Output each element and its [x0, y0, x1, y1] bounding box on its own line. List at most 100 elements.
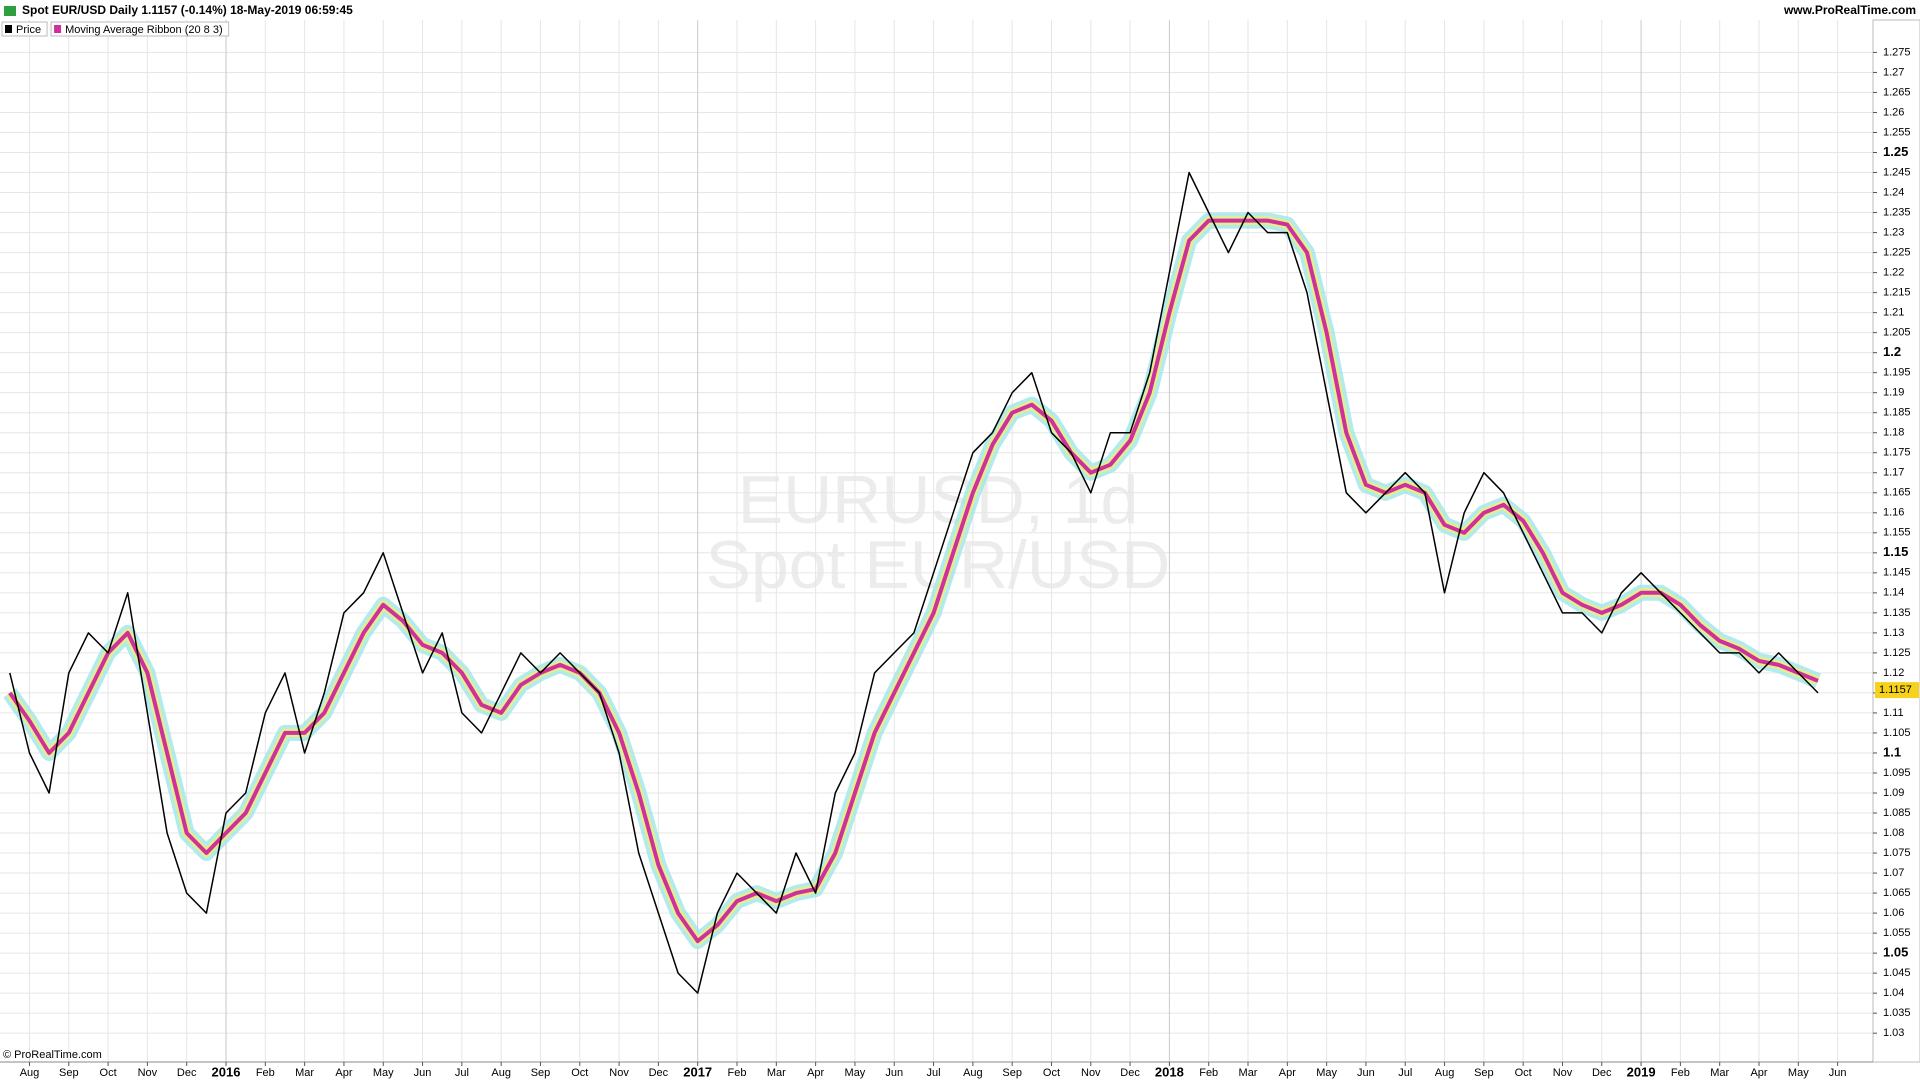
x-tick-label: Dec [1592, 1067, 1612, 1079]
x-tick-label: Nov [1081, 1067, 1101, 1079]
x-tick-label: Sep [1002, 1067, 1022, 1079]
header-title: Spot EUR/USD Daily 1.1157 (-0.14%) 18-Ma… [22, 3, 353, 17]
x-tick-label: Mar [295, 1067, 314, 1079]
x-tick-label: Aug [491, 1067, 511, 1079]
x-tick-label: Oct [100, 1067, 117, 1079]
x-tick-label: Apr [807, 1067, 824, 1079]
watermark-1: EURUSD, 1d [738, 462, 1139, 538]
y-tick-label: 1.065 [1883, 887, 1911, 899]
x-tick-label: Mar [1710, 1067, 1729, 1079]
x-tick-label: 2016 [212, 1064, 241, 1079]
app-icon [4, 6, 16, 16]
x-tick-label: 2017 [683, 1064, 712, 1079]
y-tick-label: 1.205 [1883, 327, 1911, 339]
header-site: www.ProRealTime.com [1783, 3, 1916, 17]
y-tick-label: 1.055 [1883, 927, 1911, 939]
y-tick-label: 1.125 [1883, 647, 1911, 659]
last-price-label: 1.1157 [1879, 684, 1912, 696]
legend-box [1, 21, 48, 37]
plot-area [0, 20, 1873, 1062]
legend-entry: Moving Average Ribbon (20 8 3) [65, 24, 223, 36]
y-tick-label: 1.04 [1883, 987, 1904, 999]
x-tick-label: Aug [963, 1067, 983, 1079]
x-tick-label: Jul [455, 1067, 469, 1079]
y-tick-label: 1.2 [1883, 344, 1901, 359]
y-tick-label: 1.27 [1883, 66, 1904, 78]
y-tick-label: 1.235 [1883, 206, 1911, 218]
y-tick-label: 1.22 [1883, 267, 1904, 279]
y-tick-label: 1.18 [1883, 427, 1904, 439]
y-tick-label: 1.11 [1883, 707, 1904, 719]
y-tick-label: 1.06 [1883, 907, 1904, 919]
x-tick-label: Jul [1398, 1067, 1412, 1079]
y-tick-label: 1.105 [1883, 727, 1911, 739]
y-tick-label: 1.255 [1883, 126, 1911, 138]
y-tick-label: 1.035 [1883, 1007, 1911, 1019]
y-tick-label: 1.23 [1883, 226, 1904, 238]
x-tick-label: Oct [1043, 1067, 1060, 1079]
y-tick-label: 1.25 [1883, 144, 1908, 159]
x-tick-label: Sep [531, 1067, 551, 1079]
x-tick-label: Feb [256, 1067, 275, 1079]
x-tick-label: Dec [1120, 1067, 1140, 1079]
y-tick-label: 1.07 [1883, 867, 1904, 879]
x-tick-label: Apr [1750, 1067, 1767, 1079]
legend-entry: Price [16, 24, 41, 36]
y-tick-label: 1.26 [1883, 106, 1904, 118]
y-tick-label: 1.245 [1883, 166, 1911, 178]
last-price-box [1875, 682, 1919, 699]
x-tick-label: Nov [138, 1067, 158, 1079]
y-tick-label: 1.135 [1883, 607, 1911, 619]
x-tick-label: Feb [728, 1067, 747, 1079]
y-tick-label: 1.1 [1883, 744, 1901, 759]
x-tick-label: Jun [1357, 1067, 1375, 1079]
y-tick-label: 1.085 [1883, 807, 1911, 819]
x-tick-label: Aug [20, 1067, 40, 1079]
ribbon-line [8, 218, 1819, 944]
x-tick-label: Aug [1435, 1067, 1455, 1079]
y-tick-label: 1.155 [1883, 527, 1911, 539]
y-tick-label: 1.17 [1883, 467, 1904, 479]
x-tick-label: Apr [335, 1067, 352, 1079]
y-tick-label: 1.16 [1883, 507, 1904, 519]
x-tick-label: Oct [1515, 1067, 1532, 1079]
y-tick-label: 1.045 [1883, 967, 1911, 979]
y-tick-label: 1.265 [1883, 86, 1911, 98]
copyright: © ProRealTime.com [3, 1049, 102, 1061]
header-bar [0, 0, 1920, 20]
x-tick-label: Jun [414, 1067, 432, 1079]
y-tick-label: 1.225 [1883, 246, 1911, 258]
price-line [9, 171, 1819, 994]
x-tick-label: Nov [1553, 1067, 1573, 1079]
x-tick-label: Nov [609, 1067, 629, 1079]
y-tick-label: 1.185 [1883, 407, 1911, 419]
y-tick-label: 1.075 [1883, 847, 1911, 859]
x-tick-label: Mar [767, 1067, 786, 1079]
y-tick-label: 1.08 [1883, 827, 1904, 839]
x-tick-label: May [845, 1067, 866, 1079]
y-tick-label: 1.09 [1883, 787, 1904, 799]
x-tick-label: Sep [59, 1067, 79, 1079]
y-tick-label: 1.12 [1883, 667, 1904, 679]
y-tick-label: 1.275 [1883, 46, 1911, 58]
y-tick-label: 1.24 [1883, 186, 1904, 198]
x-tick-label: May [1788, 1067, 1809, 1079]
x-tick-label: Jul [927, 1067, 941, 1079]
y-tick-label: 1.05 [1883, 945, 1908, 960]
x-tick-label: Jun [885, 1067, 903, 1079]
y-tick-label: 1.165 [1883, 487, 1911, 499]
x-tick-label: 2018 [1155, 1064, 1184, 1079]
x-tick-label: Apr [1279, 1067, 1296, 1079]
y-tick-label: 1.14 [1883, 587, 1904, 599]
x-tick-label: 2019 [1627, 1064, 1656, 1079]
x-tick-label: Sep [1474, 1067, 1494, 1079]
y-tick-label: 1.095 [1883, 767, 1911, 779]
y-tick-label: 1.19 [1883, 387, 1904, 399]
y-tick-label: 1.03 [1883, 1027, 1904, 1039]
x-tick-label: Oct [571, 1067, 588, 1079]
x-tick-label: Dec [649, 1067, 669, 1079]
y-tick-label: 1.13 [1883, 627, 1904, 639]
legend-swatch [54, 25, 62, 33]
